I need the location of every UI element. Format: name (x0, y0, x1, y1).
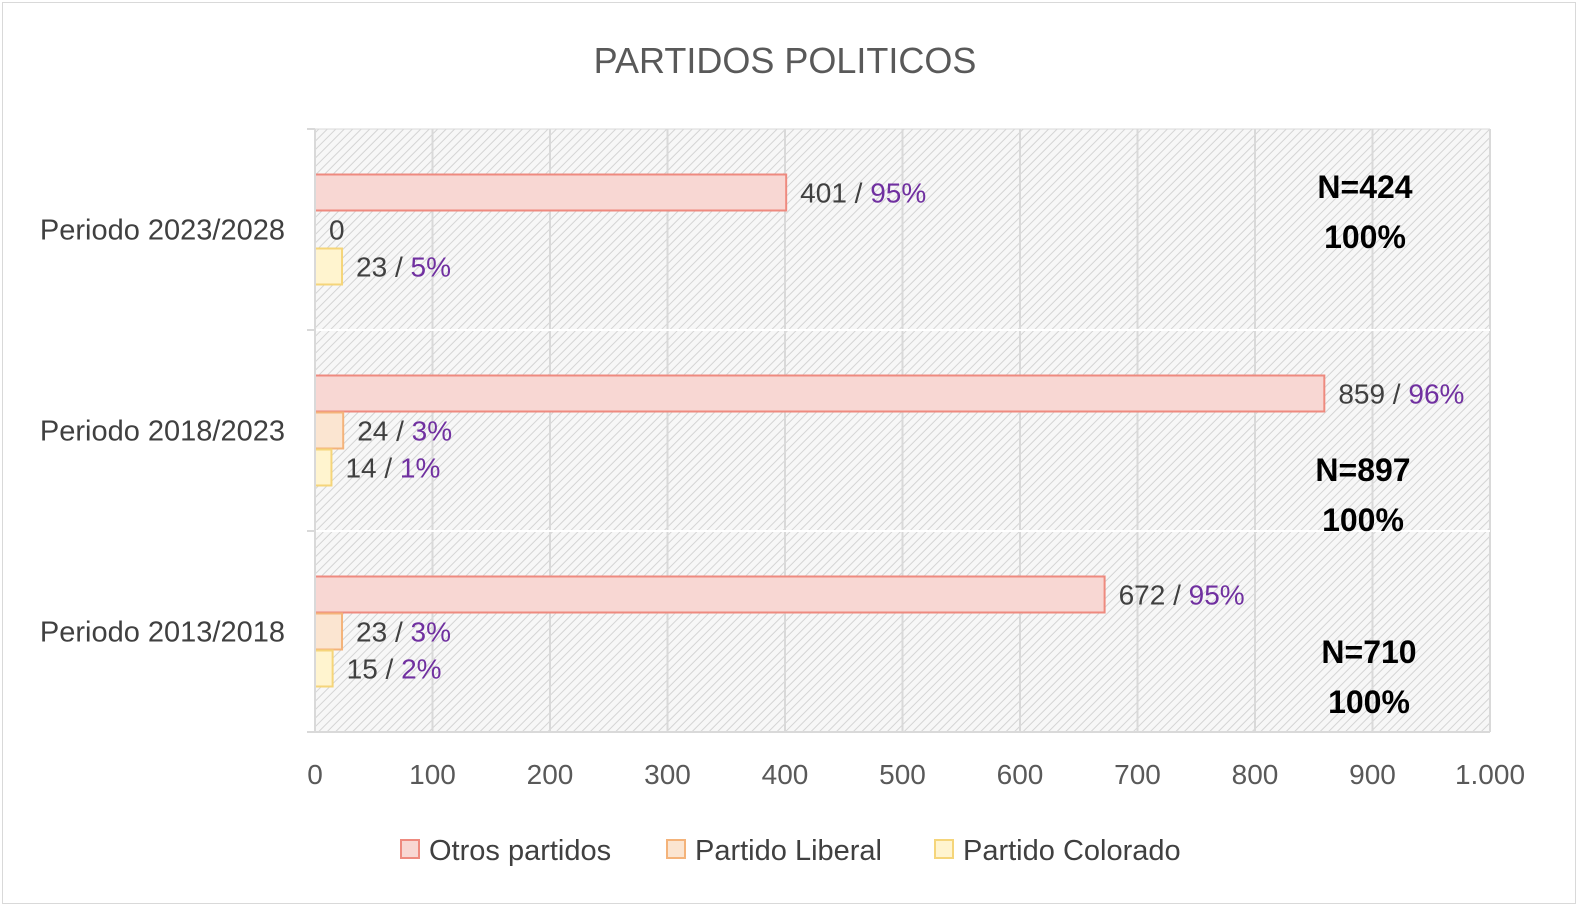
data-label-count: 24 / (357, 416, 411, 447)
x-tick-label: 700 (1114, 759, 1161, 790)
bars (314, 173, 1326, 688)
category-dividers (307, 128, 1490, 733)
bar (314, 448, 333, 487)
data-label: 859 / 96% (1338, 379, 1464, 410)
data-label-percent: 2% (401, 654, 441, 685)
data-label-count: 859 / (1338, 379, 1408, 410)
legend-swatch (400, 839, 420, 859)
data-label-percent: 3% (411, 617, 451, 648)
legend-label: Partido Liberal (695, 835, 882, 867)
gridlines (431, 129, 1491, 732)
total-n-label: N=710 (1321, 634, 1416, 670)
chart-title: PARTIDOS POLITICOS (594, 40, 977, 81)
x-tick-label: 0 (307, 759, 323, 790)
total-n-label: N=897 (1315, 452, 1410, 488)
legend-label: Otros partidos (429, 835, 611, 867)
x-tick-label: 900 (1349, 759, 1396, 790)
data-label: 0 (329, 215, 345, 246)
data-label-count: 401 / (800, 178, 870, 209)
data-label-percent: 5% (411, 252, 451, 283)
x-tick-label: 400 (762, 759, 809, 790)
bar-chart: PARTIDOS POLITICOS 401 / 95% 0 23 / 5% 859 … (40, 40, 1525, 867)
data-label: 15 / 2% (347, 654, 442, 685)
data-label: 23 / 3% (356, 617, 451, 648)
data-label-count: 23 / (356, 252, 410, 283)
x-tick-label: 100 (409, 759, 456, 790)
category-labels: Periodo 2023/2028 Periodo 2018/2023 Period… (40, 215, 285, 649)
data-label-percent: 95% (870, 178, 926, 209)
total-annotations: N=424 100% N=897 100% N=710 100% (1315, 169, 1416, 720)
category-label: Periodo 2013/2018 (40, 617, 285, 649)
data-label-count: 14 / (345, 453, 399, 484)
total-n-label: N=424 (1317, 169, 1412, 205)
data-label-count: 672 / (1119, 580, 1189, 611)
legend: Otros partidos Partido Liberal Partido Col… (400, 835, 1181, 867)
x-tick-label: 800 (1232, 759, 1279, 790)
bar (314, 247, 344, 286)
total-percent-label: 100% (1322, 502, 1404, 538)
bar (314, 374, 1326, 413)
total-percent-label: 100% (1328, 684, 1410, 720)
data-label-count: 23 / (356, 617, 410, 648)
x-tick-label: 200 (527, 759, 574, 790)
data-label: 672 / 95% (1119, 580, 1245, 611)
legend-swatch (934, 839, 954, 859)
data-label-count: 0 (329, 215, 345, 246)
data-label-percent: 95% (1189, 580, 1245, 611)
x-axis: 0 100 200 300 400 500 600 700 800 900 1.000 (307, 129, 1525, 790)
bar (314, 173, 788, 212)
data-label-percent: 1% (400, 453, 440, 484)
value-labels: 401 / 95% 0 23 / 5% 859 / 96% 24 / 3% 14 / 1%… (329, 178, 1464, 685)
data-label: 14 / 1% (345, 453, 440, 484)
data-label: 401 / 95% (800, 178, 926, 209)
x-tick-label: 1.000 (1455, 759, 1525, 790)
data-label-percent: 96% (1408, 379, 1464, 410)
data-label: 24 / 3% (357, 416, 452, 447)
x-tick-label: 600 (997, 759, 1044, 790)
category-label: Periodo 2018/2023 (40, 416, 285, 448)
data-label-percent: 3% (412, 416, 452, 447)
bar (314, 411, 345, 450)
x-tick-label: 300 (644, 759, 691, 790)
category-label: Periodo 2023/2028 (40, 215, 285, 247)
data-label-count: 15 / (347, 654, 401, 685)
bar (314, 575, 1106, 614)
bar (314, 649, 334, 688)
bar (314, 612, 344, 651)
data-label: 23 / 5% (356, 252, 451, 283)
legend-label: Partido Colorado (963, 835, 1181, 867)
x-tick-label: 500 (879, 759, 926, 790)
total-percent-label: 100% (1324, 219, 1406, 255)
legend-swatch (666, 839, 686, 859)
